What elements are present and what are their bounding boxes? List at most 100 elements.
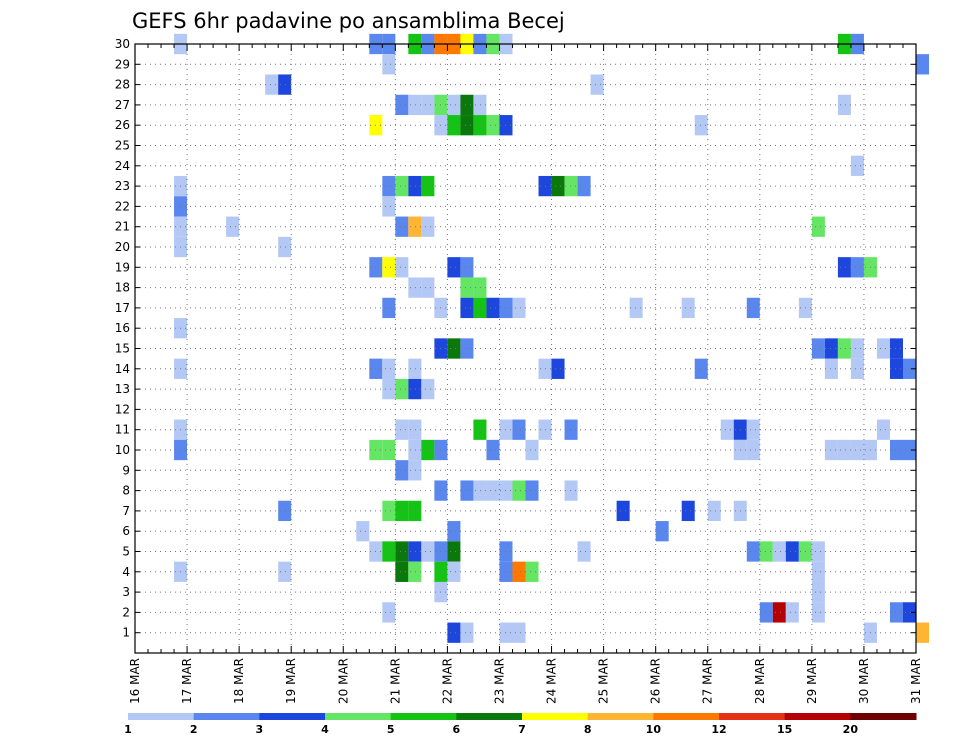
heatmap-cell — [460, 297, 474, 319]
heatmap-cell — [395, 216, 409, 237]
heatmap-cell — [759, 602, 773, 623]
y-tick-label: 22 — [115, 199, 130, 213]
heatmap-cell — [759, 541, 773, 562]
heatmap-cell — [551, 175, 565, 197]
heatmap-cell — [889, 338, 903, 359]
heatmap-cell — [746, 439, 760, 461]
y-tick-label: 30 — [115, 37, 130, 51]
x-tick-label: 30 MAR — [857, 658, 871, 704]
heatmap-cell — [811, 338, 825, 359]
heatmap-cell — [382, 175, 396, 197]
heatmap-cell — [512, 419, 526, 440]
heatmap-cell — [447, 94, 461, 116]
colorbar-segment — [719, 713, 786, 720]
y-tick-label: 4 — [122, 565, 130, 579]
heatmap-cell — [876, 419, 890, 440]
heatmap-cell — [382, 196, 396, 217]
heatmap-cell — [837, 94, 851, 116]
heatmap-cell — [447, 622, 461, 643]
heatmap-cell — [408, 378, 422, 400]
x-tick-label: 23 MAR — [492, 658, 506, 704]
y-tick-label: 7 — [122, 504, 130, 518]
colorbar-tick-label: 2 — [190, 723, 198, 736]
heatmap-cell — [473, 480, 487, 501]
heatmap-cell — [746, 419, 760, 440]
heatmap-cell — [707, 500, 721, 522]
heatmap-cell — [421, 94, 435, 116]
heatmap-cell — [746, 297, 760, 319]
heatmap-cell — [746, 541, 760, 562]
y-tick-label: 25 — [115, 139, 130, 153]
y-tick-label: 18 — [115, 281, 130, 295]
heatmap-cell — [460, 480, 474, 501]
x-tick-label: 26 MAR — [649, 658, 663, 704]
y-tick-label: 17 — [115, 301, 130, 315]
heatmap-cell — [850, 257, 864, 278]
heatmap-cell — [824, 439, 838, 461]
heatmap-cell — [447, 541, 461, 562]
heatmap-cell — [382, 378, 396, 400]
heatmap-cell — [382, 257, 396, 278]
heatmap-cell — [421, 175, 435, 197]
heatmap-cell — [278, 236, 292, 258]
heatmap-cell — [226, 216, 240, 237]
heatmap-cell — [916, 622, 930, 643]
x-tick-label: 31 MAR — [909, 658, 923, 704]
heatmap-cell — [889, 602, 903, 623]
heatmap-cell — [551, 358, 565, 379]
heatmap-cell — [278, 561, 292, 582]
heatmap-cell — [265, 74, 279, 95]
heatmap-cell — [616, 500, 630, 522]
heatmap-cell — [460, 94, 474, 116]
colorbar-segment — [325, 713, 392, 720]
heatmap-cell — [785, 602, 799, 623]
heatmap-cell — [811, 541, 825, 562]
heatmap-cell — [395, 257, 409, 278]
x-tick-label: 16 MAR — [128, 658, 142, 704]
y-tick-label: 14 — [115, 362, 130, 376]
colorbar: 1 2 3 4 5 6 7 8 10 12 15 20 — [124, 713, 917, 736]
colorbar-tick-label: 5 — [387, 723, 395, 736]
colorbar-tick-label: 12 — [711, 723, 726, 736]
colorbar-tick-label: 10 — [646, 723, 662, 736]
heatmap-cell — [278, 500, 292, 522]
heatmap-cell — [850, 338, 864, 359]
colorbar-segment — [653, 713, 720, 720]
heatmap-cell — [395, 500, 409, 522]
heatmap-cell — [577, 175, 591, 197]
heatmap-cell — [278, 74, 292, 95]
heatmap-cell — [902, 358, 916, 379]
heatmap-cell — [876, 338, 890, 359]
heatmap-cell — [382, 439, 396, 461]
x-tick-label: 25 MAR — [597, 658, 611, 704]
heatmap-cell — [694, 115, 708, 136]
y-tick-label: 19 — [115, 260, 130, 274]
heatmap-cell — [473, 277, 487, 298]
heatmap-cell — [447, 338, 461, 359]
y-tick-label: 20 — [115, 240, 130, 254]
y-tick-label: 1 — [122, 626, 130, 640]
heatmap-cell — [447, 561, 461, 582]
colorbar-segment — [587, 713, 654, 720]
heatmap-cell — [395, 460, 409, 481]
y-tick-label: 10 — [115, 443, 130, 457]
heatmap-cell — [850, 358, 864, 379]
heatmap-cell — [395, 94, 409, 116]
heatmap-cell — [395, 419, 409, 440]
heatmap-cell — [408, 358, 422, 379]
heatmap-cell — [837, 439, 851, 461]
heatmap-cell — [811, 216, 825, 237]
x-tick-label: 24 MAR — [545, 658, 559, 704]
y-tick-label: 16 — [115, 321, 130, 335]
heatmap-cell — [681, 500, 695, 522]
colorbar-segment — [390, 713, 457, 720]
heatmap-cell — [512, 297, 526, 319]
heatmap-cell — [408, 419, 422, 440]
x-tick-label: 29 MAR — [805, 658, 819, 704]
heatmap-cell — [421, 277, 435, 298]
x-tick-label: 17 MAR — [180, 658, 194, 704]
x-tick-label: 18 MAR — [232, 658, 246, 704]
heatmap-cell — [486, 439, 500, 461]
heatmap-cell — [512, 480, 526, 501]
